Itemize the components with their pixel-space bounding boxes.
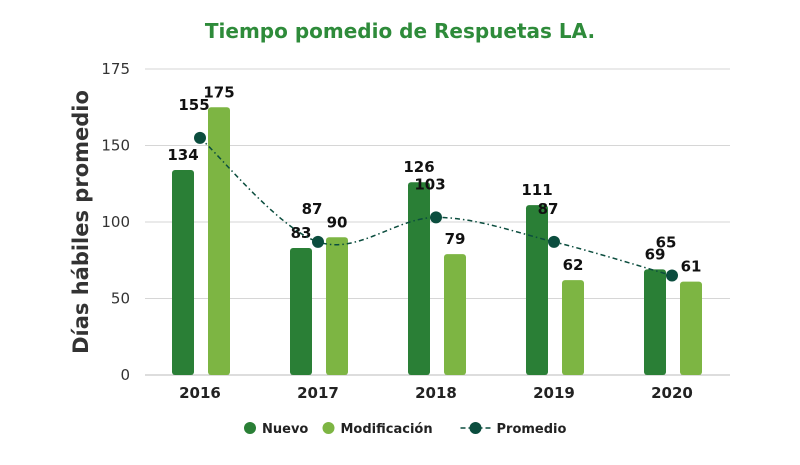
bar-nuevo bbox=[644, 269, 666, 375]
data-label: 62 bbox=[563, 256, 584, 274]
x-tick-label: 2016 bbox=[179, 384, 221, 402]
x-tick-label: 2019 bbox=[533, 384, 575, 402]
bar-modificación bbox=[326, 237, 348, 375]
legend-marker-modificación bbox=[322, 422, 335, 434]
bar-nuevo bbox=[290, 248, 312, 375]
data-label: 103 bbox=[414, 175, 445, 193]
data-label: 175 bbox=[203, 83, 234, 101]
y-tick-label: 0 bbox=[120, 366, 130, 384]
data-label: 69 bbox=[645, 245, 666, 263]
data-label: 126 bbox=[403, 158, 434, 176]
point-promedio bbox=[666, 269, 678, 282]
y-axis-label: Días hábiles promedio bbox=[69, 90, 93, 354]
x-tick-label: 2018 bbox=[415, 384, 457, 402]
bar-modificación bbox=[680, 281, 702, 375]
point-promedio bbox=[312, 235, 324, 248]
point-promedio bbox=[548, 235, 560, 248]
data-label: 87 bbox=[302, 200, 323, 218]
y-tick-label: 150 bbox=[101, 137, 130, 155]
bar-nuevo bbox=[172, 169, 194, 375]
data-label: 79 bbox=[445, 230, 466, 248]
data-label: 87 bbox=[538, 200, 559, 218]
x-tick-label: 2020 bbox=[651, 384, 693, 402]
bar-nuevo bbox=[408, 182, 430, 375]
bar-modificación bbox=[444, 254, 466, 375]
bar-nuevo bbox=[526, 205, 548, 375]
y-tick-label: 100 bbox=[101, 213, 130, 231]
legend-marker-nuevo bbox=[244, 422, 256, 434]
bar-modificación bbox=[562, 280, 584, 375]
data-label: 155 bbox=[178, 96, 209, 114]
data-label: 111 bbox=[521, 181, 552, 199]
legend-marker-promedio bbox=[469, 422, 482, 434]
chart-title: Tiempo pomedio de Respuetas LA. bbox=[205, 19, 595, 43]
y-tick-label: 175 bbox=[101, 60, 130, 78]
bar-modificación bbox=[208, 107, 230, 375]
legend-label: Modificación bbox=[341, 422, 433, 437]
line-promedio bbox=[199, 137, 673, 277]
data-label: 134 bbox=[167, 146, 198, 164]
legend-label: Promedio bbox=[497, 422, 567, 437]
legend-label: Nuevo bbox=[262, 422, 308, 437]
y-tick-label: 50 bbox=[111, 290, 130, 308]
data-label: 90 bbox=[327, 213, 348, 231]
point-promedio bbox=[430, 211, 442, 224]
x-tick-label: 2017 bbox=[297, 384, 339, 402]
point-promedio bbox=[194, 131, 206, 144]
data-label: 65 bbox=[656, 234, 677, 252]
data-label: 61 bbox=[681, 258, 702, 276]
